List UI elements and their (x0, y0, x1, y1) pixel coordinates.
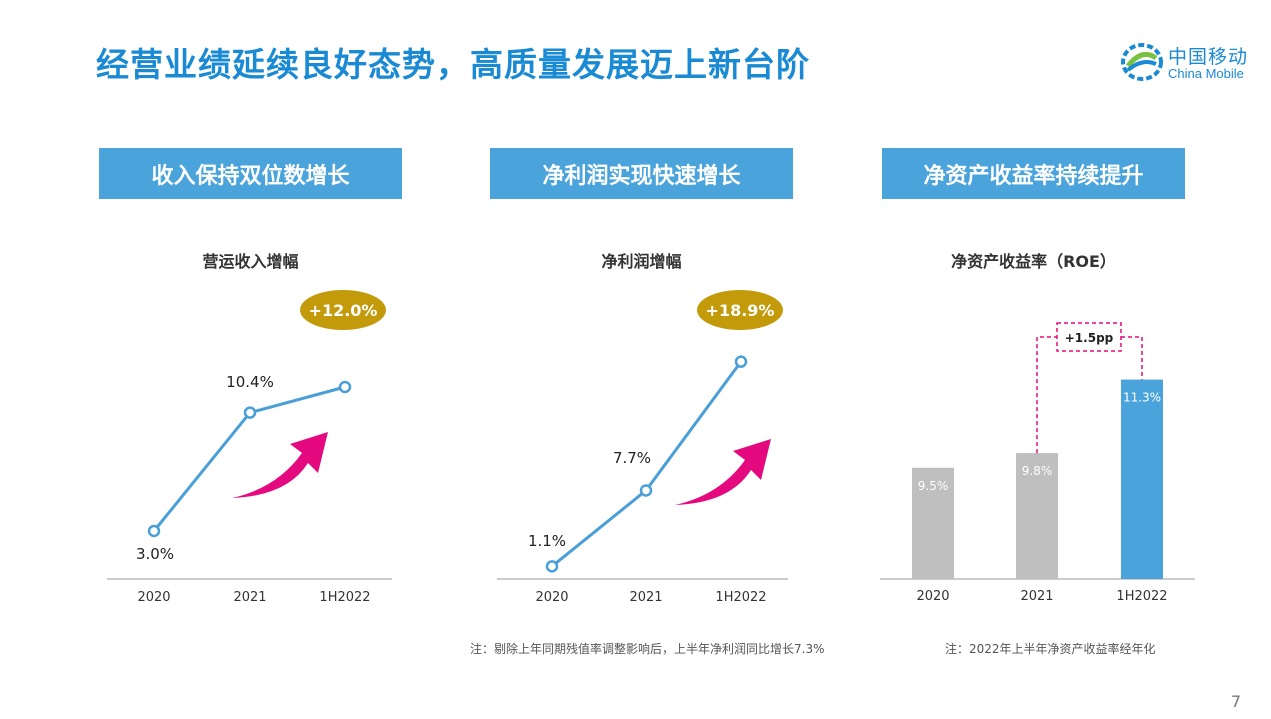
bar (1016, 453, 1058, 579)
x-tick-label: 2020 (137, 590, 170, 605)
x-tick-label: 2021 (1020, 589, 1053, 604)
data-label: 7.7% (613, 449, 651, 467)
header-roe: 净资产收益率持续提升 (882, 148, 1185, 199)
growth-badge-label: +12.0% (309, 301, 378, 320)
slide-title: 经营业绩延续良好态势，高质量发展迈上新台阶 (96, 45, 810, 84)
annotation-box (1056, 322, 1122, 352)
logo-text-cn: 中国移动 (1168, 46, 1249, 68)
growth-arrow-icon (232, 432, 328, 498)
chart-title-net-profit: 净利润增幅 (601, 252, 682, 271)
bar (1121, 379, 1163, 579)
logo-text-en: China Mobile (1168, 66, 1244, 81)
x-tick-label: 2020 (916, 589, 949, 604)
x-tick-label: 1H2022 (715, 590, 766, 605)
data-point (734, 355, 748, 368)
x-tick-label: 2020 (535, 590, 568, 605)
annotation-label: +1.5pp (1065, 331, 1114, 345)
data-point (147, 524, 161, 538)
header-revenue: 收入保持双位数增长 (99, 148, 402, 199)
note-roe: 注：2022年上半年净资产收益率经年化 (945, 642, 1156, 656)
note-net-profit: 注：剔除上年同期残值率调整影响后，上半年净利润同比增长7.3% (470, 642, 825, 656)
growth-badge (697, 290, 783, 330)
bar-value-label: 9.5% (918, 479, 949, 493)
data-label: 3.0% (136, 545, 174, 563)
x-tick-label: 1H2022 (1116, 589, 1167, 604)
data-label: 1.1% (528, 532, 566, 550)
chart-title-revenue: 营运收入增幅 (202, 252, 299, 271)
chart-title-roe: 净资产收益率（ROE） (951, 252, 1116, 271)
bar (912, 467, 954, 579)
data-point (545, 560, 559, 573)
x-tick-label: 2021 (233, 590, 266, 605)
comparison-bracket (1036, 336, 1143, 454)
growth-badge-label: +18.9% (706, 301, 775, 320)
bar-value-label: 9.8% (1022, 464, 1053, 478)
data-point (338, 380, 352, 394)
header-net-profit: 净利润实现快速增长 (490, 148, 793, 199)
page-number: 7 (1230, 692, 1241, 711)
data-point (243, 406, 257, 419)
data-point (639, 484, 653, 497)
bar-value-label: 11.3% (1123, 391, 1161, 405)
x-tick-label: 2021 (629, 590, 662, 605)
growth-arrow-icon (675, 439, 771, 505)
x-tick-label: 1H2022 (319, 590, 370, 605)
growth-badge (300, 290, 386, 330)
china-mobile-logo: 中国移动 China Mobile (1120, 40, 1260, 88)
china-mobile-logo-icon (1121, 43, 1163, 81)
data-label: 10.4% (226, 373, 274, 391)
